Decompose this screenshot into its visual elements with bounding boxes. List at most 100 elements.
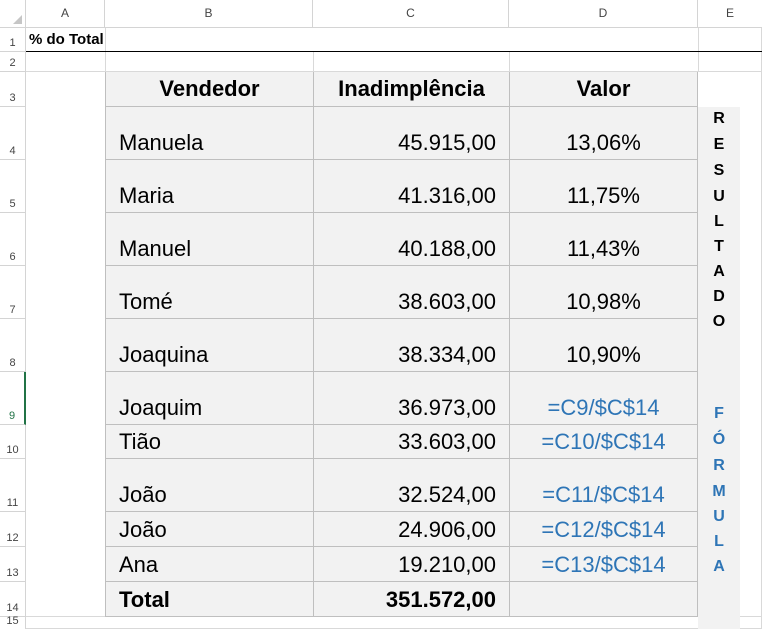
gridline — [105, 71, 698, 72]
cell-vendedor[interactable]: Tomé — [119, 289, 173, 314]
table-border — [105, 458, 698, 459]
gridline — [698, 71, 762, 72]
gridline — [509, 52, 510, 72]
table-border — [105, 581, 698, 582]
header-inadimplencia[interactable]: Inadimplência — [338, 76, 485, 101]
cell-valor[interactable]: 10,90% — [566, 342, 641, 367]
cell-vendedor[interactable]: João — [119, 482, 167, 507]
formula-letter: F — [714, 405, 724, 422]
cell-inadimplencia[interactable]: 33.603,00 — [398, 429, 496, 454]
resultado-letter: U — [713, 188, 725, 205]
cell-vendedor[interactable]: João — [119, 517, 167, 542]
row-header-11[interactable]: 11 — [0, 459, 26, 512]
resultado-letter: L — [714, 213, 724, 230]
formula-letter: A — [713, 558, 725, 575]
header-valor[interactable]: Valor — [576, 76, 631, 101]
row-header-9-selected[interactable]: 9 — [0, 372, 26, 425]
total-label[interactable]: Total — [119, 587, 170, 612]
cell-valor[interactable]: 11,75% — [567, 183, 640, 208]
table-border — [105, 72, 106, 617]
cell-valor-formula[interactable]: =C11/$C$14 — [542, 482, 665, 507]
formula-letter: L — [714, 533, 724, 550]
row-header-6[interactable]: 6 — [0, 213, 26, 266]
resultado-letter: R — [713, 110, 725, 127]
cell-valor[interactable]: 13,06% — [566, 130, 641, 155]
table-background — [105, 72, 698, 617]
row-header-1[interactable]: 1 — [0, 28, 26, 52]
table-border — [105, 106, 698, 107]
column-header-e[interactable]: E — [698, 0, 762, 28]
resultado-vertical-label: R E S U L T A D O — [698, 107, 740, 337]
cell-vendedor[interactable]: Manuela — [119, 130, 204, 155]
row-header-2[interactable]: 2 — [0, 52, 26, 72]
cell-inadimplencia[interactable]: 36.973,00 — [398, 395, 496, 420]
resultado-letter: D — [713, 288, 725, 305]
formula-letter: U — [713, 508, 725, 525]
row-header-14[interactable]: 14 — [0, 582, 26, 617]
gridline — [105, 28, 106, 72]
formula-vertical-label: F Ó R M U L A — [698, 405, 740, 585]
column-header-a[interactable]: A — [26, 0, 105, 28]
table-border — [105, 318, 698, 319]
row-header-8[interactable]: 8 — [0, 319, 26, 372]
cell-valor-formula[interactable]: =C9/$C$14 — [547, 395, 660, 420]
formula-letter: Ó — [712, 431, 726, 448]
select-all-corner[interactable] — [0, 0, 26, 28]
row-header-3[interactable]: 3 — [0, 72, 26, 107]
table-border — [105, 265, 698, 266]
row-header-4[interactable]: 4 — [0, 107, 26, 160]
table-border — [509, 72, 510, 617]
resultado-letter: T — [714, 238, 724, 255]
total-amount[interactable]: 351.572,00 — [385, 587, 496, 612]
cell-inadimplencia[interactable]: 38.603,00 — [398, 289, 496, 314]
title-cell[interactable]: % do Total — [26, 28, 762, 52]
row-header-13[interactable]: 13 — [0, 547, 26, 582]
cell-inadimplencia[interactable]: 19.210,00 — [398, 552, 496, 577]
gridline — [698, 28, 699, 72]
side-label-background — [698, 107, 740, 629]
resultado-letter: S — [713, 162, 725, 179]
row-header-5[interactable]: 5 — [0, 160, 26, 213]
row-header-7[interactable]: 7 — [0, 266, 26, 319]
cell-valor-formula[interactable]: =C10/$C$14 — [541, 429, 666, 454]
total-valor-empty[interactable] — [510, 582, 697, 616]
cell-vendedor[interactable]: Joaquina — [119, 342, 209, 367]
cell-inadimplencia[interactable]: 24.906,00 — [398, 517, 496, 542]
table-border — [105, 424, 698, 425]
cell-vendedor[interactable]: Joaquim — [119, 395, 203, 420]
cell-inadimplencia[interactable]: 38.334,00 — [398, 342, 496, 367]
cell-valor[interactable]: 11,43% — [567, 236, 640, 261]
table-border — [313, 72, 314, 617]
cell-valor[interactable]: 10,98% — [566, 289, 641, 314]
table-border — [105, 511, 698, 512]
column-header-b[interactable]: B — [105, 0, 313, 28]
cell-inadimplencia[interactable]: 41.316,00 — [398, 183, 496, 208]
cell-vendedor[interactable]: Ana — [119, 552, 159, 577]
table-border — [105, 159, 698, 160]
column-header-c[interactable]: C — [313, 0, 509, 28]
formula-letter: R — [713, 457, 725, 474]
table-border — [105, 546, 698, 547]
row-header-15[interactable]: 15 — [0, 615, 26, 629]
gridline — [313, 52, 314, 72]
table-border — [697, 72, 698, 617]
gridline — [26, 71, 105, 72]
column-header-d[interactable]: D — [509, 0, 698, 28]
table-border — [105, 371, 698, 372]
table-border — [105, 212, 698, 213]
cell-vendedor[interactable]: Manuel — [119, 236, 192, 261]
cell-valor-formula[interactable]: =C13/$C$14 — [541, 552, 666, 577]
cell-vendedor[interactable]: Maria — [119, 183, 175, 208]
cell-valor-formula[interactable]: =C12/$C$14 — [541, 517, 666, 542]
resultado-letter: O — [712, 313, 726, 330]
row-header-10[interactable]: 10 — [0, 425, 26, 459]
cell-inadimplencia[interactable]: 45.915,00 — [398, 130, 496, 155]
row-header-12[interactable]: 12 — [0, 512, 26, 547]
cell-inadimplencia[interactable]: 40.188,00 — [398, 236, 496, 261]
header-vendedor[interactable]: Vendedor — [159, 76, 260, 101]
table-border — [105, 616, 698, 617]
formula-letter: M — [712, 483, 726, 500]
cell-vendedor[interactable]: Tião — [119, 429, 161, 454]
resultado-letter: E — [713, 136, 725, 153]
cell-inadimplencia[interactable]: 32.524,00 — [398, 482, 496, 507]
